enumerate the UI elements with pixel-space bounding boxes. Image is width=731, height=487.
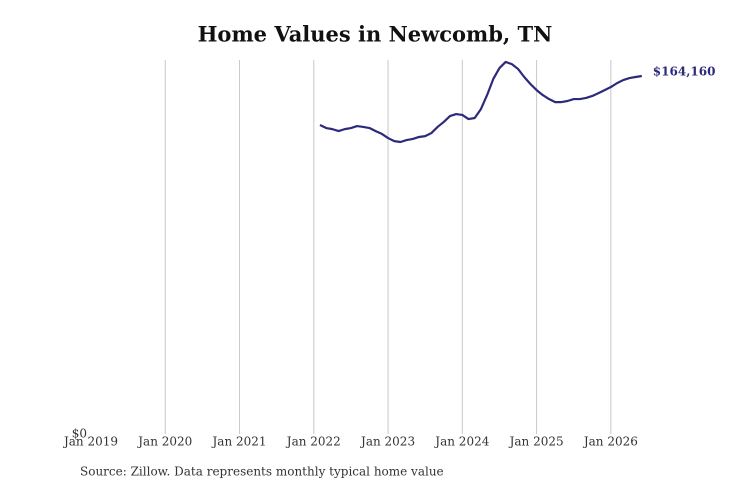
x-tick-label: Jan 2020 — [136, 435, 192, 449]
x-tick-label: Jan 2021 — [211, 435, 267, 449]
line-series — [319, 60, 642, 144]
value-label: $164,160 — [653, 65, 716, 79]
x-tick-label: Jan 2022 — [285, 435, 341, 449]
x-tick-label: Jan 2026 — [582, 435, 638, 449]
x-tick-label: Jan 2024 — [433, 435, 489, 449]
chart-title: Home Values in Newcomb, TN — [198, 22, 553, 47]
y-tick-label: $0 — [72, 427, 87, 441]
x-tick-label: Jan 2025 — [508, 435, 564, 449]
x-tick-label: Jan 2023 — [359, 435, 415, 449]
x-tick-label: Jan 2019 — [62, 435, 118, 449]
source-note: Source: Zillow. Data represents monthly … — [80, 465, 444, 479]
